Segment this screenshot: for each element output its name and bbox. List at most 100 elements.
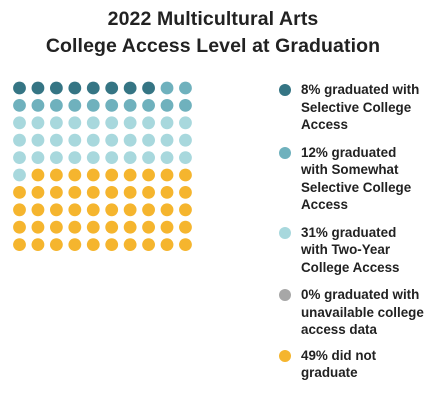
waffle-dot-somewhat bbox=[68, 99, 82, 112]
waffle-dot-two_year bbox=[31, 116, 45, 130]
waffle-dot-two_year bbox=[123, 116, 137, 130]
waffle-dot-two_year bbox=[86, 116, 100, 130]
waffle-dot-not_grad bbox=[86, 238, 100, 252]
waffle-dot-not_grad bbox=[13, 186, 26, 199]
waffle-dot-not_grad bbox=[142, 168, 155, 182]
waffle-dot-two_year bbox=[13, 168, 26, 182]
waffle-dot-not_grad bbox=[105, 238, 119, 252]
waffle-dot-not_grad bbox=[105, 203, 119, 217]
waffle-dot-two_year bbox=[123, 151, 137, 165]
waffle-dot-selective bbox=[86, 81, 100, 95]
legend-swatch-selective bbox=[279, 84, 291, 96]
waffle-dot-not_grad bbox=[179, 168, 192, 182]
waffle-dot-not_grad bbox=[123, 238, 137, 252]
waffle-dot-selective bbox=[142, 81, 155, 95]
waffle-dot-two_year bbox=[105, 133, 119, 147]
waffle-dot-two_year bbox=[105, 151, 119, 165]
waffle-dot-not_grad bbox=[68, 186, 82, 199]
legend-swatch-two-year bbox=[279, 226, 291, 239]
waffle-dot-two_year bbox=[142, 133, 155, 147]
waffle-dot-two_year bbox=[13, 116, 26, 130]
waffle-dot-not_grad bbox=[160, 220, 174, 234]
waffle-dot-not_grad bbox=[86, 168, 100, 182]
waffle-dot-not_grad bbox=[160, 186, 174, 199]
waffle-dot-two_year bbox=[13, 151, 26, 165]
waffle-dot-not_grad bbox=[142, 186, 155, 199]
waffle-dot-two_year bbox=[49, 133, 63, 147]
waffle-dot-not_grad bbox=[179, 220, 192, 234]
waffle-dot-two_year bbox=[86, 133, 100, 147]
waffle-dot-not_grad bbox=[13, 220, 26, 234]
waffle-dot-not_grad bbox=[49, 238, 63, 252]
waffle-dot-not_grad bbox=[13, 238, 26, 252]
waffle-dot-not_grad bbox=[49, 203, 63, 217]
waffle-dot-not_grad bbox=[123, 168, 137, 182]
waffle-dot-not_grad bbox=[31, 220, 45, 234]
waffle-dot-two_year bbox=[31, 133, 45, 147]
chart-title: 2022 Multicultural Arts College Access L… bbox=[0, 6, 426, 60]
waffle-dot-not_grad bbox=[105, 168, 119, 182]
waffle-dot-selective bbox=[68, 81, 82, 95]
waffle-dot-not_grad bbox=[123, 220, 137, 234]
waffle-dot-two_year bbox=[160, 133, 174, 147]
waffle-dot-two_year bbox=[142, 116, 155, 130]
waffle-dot-somewhat bbox=[160, 81, 174, 95]
waffle-dot-two_year bbox=[160, 151, 174, 165]
waffle-dot-two_year bbox=[179, 133, 192, 147]
waffle-dot-not_grad bbox=[68, 238, 82, 252]
waffle-dot-two_year bbox=[86, 151, 100, 165]
waffle-dot-somewhat bbox=[13, 99, 26, 112]
waffle-dot-not_grad bbox=[13, 203, 26, 217]
waffle-dot-somewhat bbox=[179, 81, 192, 95]
waffle-dot-somewhat bbox=[49, 99, 63, 112]
waffle-dot-not_grad bbox=[86, 186, 100, 199]
waffle-dot-two_year bbox=[68, 133, 82, 147]
waffle-dot-not_grad bbox=[179, 186, 192, 199]
legend-label-not-graduated: 49% did not graduate bbox=[301, 347, 377, 381]
legend-label-selective: 8% graduated with Selective College Acce… bbox=[301, 82, 420, 132]
waffle-dot-selective bbox=[31, 81, 45, 95]
waffle-dot-two_year bbox=[13, 133, 26, 147]
legend-swatch-somewhat-selective bbox=[279, 146, 291, 159]
legend: 8% graduated with Selective College Acce… bbox=[279, 81, 424, 382]
waffle-dot-two_year bbox=[123, 133, 137, 147]
waffle-dot-not_grad bbox=[142, 238, 155, 252]
waffle-dot-somewhat bbox=[160, 99, 174, 112]
waffle-dot-not_grad bbox=[68, 168, 82, 182]
waffle-dot-not_grad bbox=[179, 238, 192, 252]
waffle-dot-not_grad bbox=[31, 186, 45, 199]
waffle-dot-two_year bbox=[68, 151, 82, 165]
legend-item-unavailable: 0% graduated with unavailable college ac… bbox=[279, 286, 424, 339]
waffle-dot-two_year bbox=[179, 116, 192, 130]
waffle-dot-two_year bbox=[179, 151, 192, 165]
legend-swatch-not-graduated bbox=[279, 349, 291, 362]
waffle-dot-not_grad bbox=[160, 203, 174, 217]
waffle-dot-not_grad bbox=[142, 220, 155, 234]
legend-item-not-graduated: 49% did not graduate bbox=[279, 347, 424, 382]
waffle-dot-not_grad bbox=[49, 220, 63, 234]
legend-item-selective: 8% graduated with Selective College Acce… bbox=[279, 81, 424, 134]
waffle-dot-somewhat bbox=[105, 99, 119, 112]
waffle-dot-somewhat bbox=[179, 99, 192, 112]
waffle-dot-not_grad bbox=[68, 220, 82, 234]
legend-item-somewhat-selective: 12% graduated with Somewhat Selective Co… bbox=[279, 144, 424, 214]
waffle-dot-not_grad bbox=[68, 203, 82, 217]
chart-title-line-1: 2022 Multicultural Arts bbox=[107, 8, 319, 30]
waffle-dot-not_grad bbox=[31, 168, 45, 182]
legend-label-two-year: 31% graduated with Two-Year College Acce… bbox=[301, 224, 400, 275]
waffle-dot-selective bbox=[123, 81, 137, 95]
waffle-dot-two_year bbox=[160, 116, 174, 130]
waffle-dot-selective bbox=[49, 81, 63, 95]
waffle-dot-not_grad bbox=[86, 203, 100, 217]
waffle-dot-two_year bbox=[68, 116, 82, 130]
waffle-dot-somewhat bbox=[31, 99, 45, 112]
waffle-dot-somewhat bbox=[123, 99, 137, 112]
legend-swatch-unavailable bbox=[279, 289, 291, 301]
waffle-dot-not_grad bbox=[49, 168, 63, 182]
waffle-dot-selective bbox=[13, 81, 26, 95]
waffle-dot-two_year bbox=[105, 116, 119, 130]
legend-item-two-year: 31% graduated with Two-Year College Acce… bbox=[279, 224, 424, 277]
waffle-dot-not_grad bbox=[31, 203, 45, 217]
waffle-dot-not_grad bbox=[105, 220, 119, 234]
